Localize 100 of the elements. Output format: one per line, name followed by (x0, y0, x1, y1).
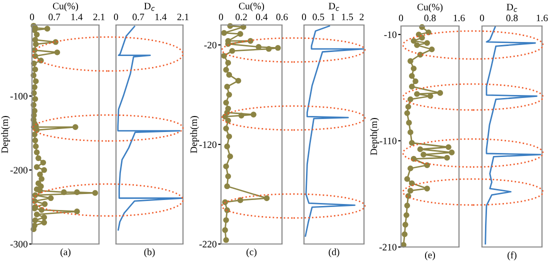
point (41, 214, 48, 220)
point (424, 186, 430, 192)
point (250, 112, 256, 118)
text: (b) (144, 248, 155, 258)
point (404, 202, 410, 208)
point (412, 78, 418, 84)
point (414, 91, 420, 97)
point (235, 78, 242, 84)
y-tick-label: -120 (199, 141, 216, 148)
x-axis-title: Cu(%) (52, 2, 78, 12)
point (74, 189, 80, 196)
point (402, 231, 408, 238)
x-tick-label: 2.1 (177, 14, 188, 20)
point (226, 92, 232, 98)
y-tick-label: -10 (384, 31, 396, 38)
x-axis-title: Cu(%) (238, 2, 264, 12)
y-tick-label: -110 (380, 138, 396, 144)
point (225, 60, 232, 66)
point (264, 195, 270, 202)
x-tick-label: 0.8 (506, 14, 518, 22)
point (223, 66, 229, 73)
point (32, 138, 38, 144)
x-axis-title: Cu(%) (417, 3, 443, 12)
text: (a) (60, 248, 70, 258)
point (237, 31, 244, 37)
point (37, 172, 43, 178)
y-tick-label: -210 (379, 244, 396, 250)
point (227, 153, 234, 160)
point (223, 100, 229, 106)
point (72, 124, 78, 130)
x-tick-label: 0 (302, 14, 306, 20)
point (38, 207, 44, 213)
point (223, 126, 229, 132)
point (226, 134, 232, 140)
point (426, 29, 432, 36)
x-tick-label: 2 (360, 14, 364, 20)
text: (f) (508, 251, 516, 260)
x-tick-label: 1 (331, 14, 335, 20)
text: (c) (246, 248, 256, 258)
x-tick-label: 0 (398, 14, 404, 22)
x-tick-label: 1.4 (155, 14, 167, 20)
point (222, 227, 228, 233)
point (406, 120, 412, 126)
text: (d) (328, 248, 340, 258)
x-tick-label: 0.8 (424, 14, 436, 22)
point (223, 217, 229, 224)
point (34, 149, 40, 156)
text: (e) (425, 251, 435, 260)
point (223, 237, 229, 243)
point (437, 90, 444, 96)
point (402, 222, 408, 228)
point (405, 104, 412, 110)
point (444, 154, 450, 161)
point (404, 176, 410, 182)
x-tick-label: 1.5 (342, 14, 353, 20)
point (417, 146, 424, 152)
y-axis-title: Depth(m) (1, 116, 10, 154)
x-tick-label: 0 (114, 14, 118, 20)
point (275, 44, 281, 51)
point (424, 40, 430, 46)
point (38, 176, 44, 182)
point (32, 217, 38, 224)
point (32, 36, 38, 43)
point (42, 201, 48, 207)
point (32, 143, 39, 150)
point (408, 188, 414, 194)
point (48, 195, 54, 202)
y-tick-label: -300 (10, 240, 28, 248)
point (237, 197, 244, 204)
point (420, 152, 426, 158)
point (408, 96, 414, 102)
point (34, 164, 40, 170)
point (41, 167, 48, 173)
point (404, 110, 410, 116)
point (266, 46, 272, 52)
x-tick-label: 0.2 (236, 14, 247, 20)
x-tick-label: 0.7 (132, 14, 144, 20)
point (225, 173, 232, 180)
point (408, 58, 414, 64)
y-tick-label: -200 (10, 166, 28, 174)
y-tick-label: -100 (10, 92, 28, 100)
point (414, 42, 420, 48)
point (419, 34, 425, 41)
point (428, 46, 435, 52)
x-tick-label: 0.7 (48, 14, 60, 20)
point (410, 156, 417, 162)
point (32, 66, 38, 72)
point (74, 208, 80, 214)
x-axis-title: D$_{c}$ (144, 2, 155, 11)
y-tick-label: -20 (204, 42, 216, 48)
x-tick-label: 1.6 (536, 14, 548, 22)
x-axis-title: D$_{c}$ (506, 4, 518, 12)
y-axis-title: Depth(m) (370, 118, 380, 156)
point (408, 165, 414, 172)
point (238, 112, 244, 119)
x-tick-label: 0 (218, 14, 224, 20)
point (60, 189, 67, 196)
point (32, 78, 39, 84)
x-tick-label: 1.6 (454, 14, 465, 22)
point (424, 162, 430, 168)
